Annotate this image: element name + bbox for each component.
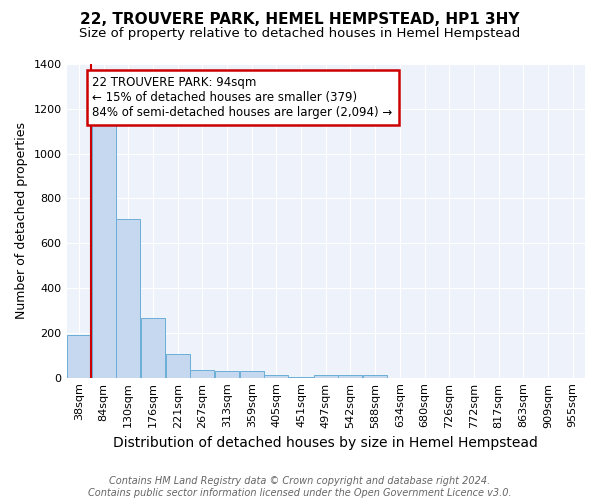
Bar — [289, 376, 313, 378]
Bar — [338, 375, 362, 378]
Bar — [166, 354, 190, 378]
Y-axis label: Number of detached properties: Number of detached properties — [15, 122, 28, 320]
Bar — [190, 370, 214, 378]
Bar — [240, 372, 263, 378]
Text: Size of property relative to detached houses in Hemel Hempstead: Size of property relative to detached ho… — [79, 28, 521, 40]
Bar — [314, 375, 338, 378]
Bar — [141, 318, 165, 378]
Bar — [116, 218, 140, 378]
Text: 22, TROUVERE PARK, HEMEL HEMPSTEAD, HP1 3HY: 22, TROUVERE PARK, HEMEL HEMPSTEAD, HP1 … — [80, 12, 520, 28]
Bar — [215, 372, 239, 378]
Bar — [363, 375, 387, 378]
X-axis label: Distribution of detached houses by size in Hemel Hempstead: Distribution of detached houses by size … — [113, 436, 538, 450]
Bar — [265, 375, 289, 378]
Text: 22 TROUVERE PARK: 94sqm
← 15% of detached houses are smaller (379)
84% of semi-d: 22 TROUVERE PARK: 94sqm ← 15% of detache… — [92, 76, 393, 120]
Text: Contains HM Land Registry data © Crown copyright and database right 2024.
Contai: Contains HM Land Registry data © Crown c… — [88, 476, 512, 498]
Bar — [67, 335, 91, 378]
Bar — [92, 122, 116, 378]
